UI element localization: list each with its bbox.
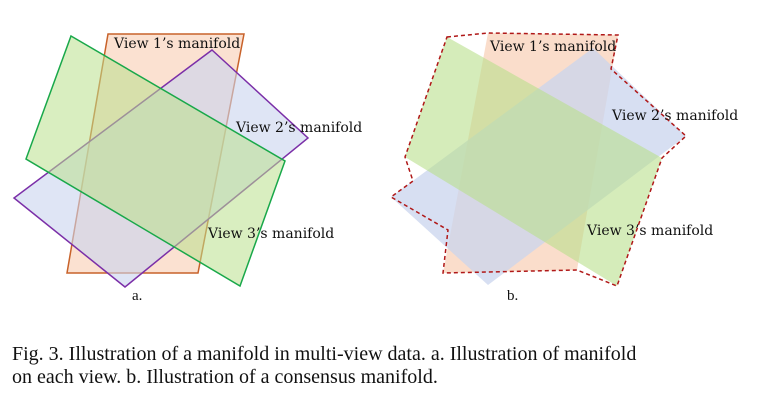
view1-label-a: View 1’s manifold (113, 36, 240, 52)
view3-manifold-a (25, 34, 286, 288)
caption-line-1: Fig. 3. Illustration of a manifold in mu… (12, 343, 637, 365)
figure: View 1’s manifold View 2’s manifold View… (12, 32, 738, 304)
panel-a-label: a. (132, 288, 142, 304)
consensus-manifold-outline (389, 32, 688, 287)
view2-label-a: View 2’s manifold (235, 120, 362, 136)
view1-label-b: View 1’s manifold (489, 39, 616, 55)
figure-caption: Fig. 3. Illustration of a manifold in mu… (12, 343, 762, 389)
panel-b-label: b. (507, 288, 518, 304)
panel-a: View 1’s manifold View 2’s manifold View… (12, 33, 362, 304)
view3-manifold-b (405, 37, 662, 286)
view2-label-b: View 2’s manifold (611, 108, 738, 124)
panel-b: View 1’s manifold View 2’s manifold View… (389, 32, 738, 304)
view3-label-b: View 3’s manifold (586, 223, 713, 239)
caption-line-2: on each view. b. Illustration of a conse… (12, 366, 438, 388)
view3-label-a: View 3’s manifold (207, 226, 334, 242)
